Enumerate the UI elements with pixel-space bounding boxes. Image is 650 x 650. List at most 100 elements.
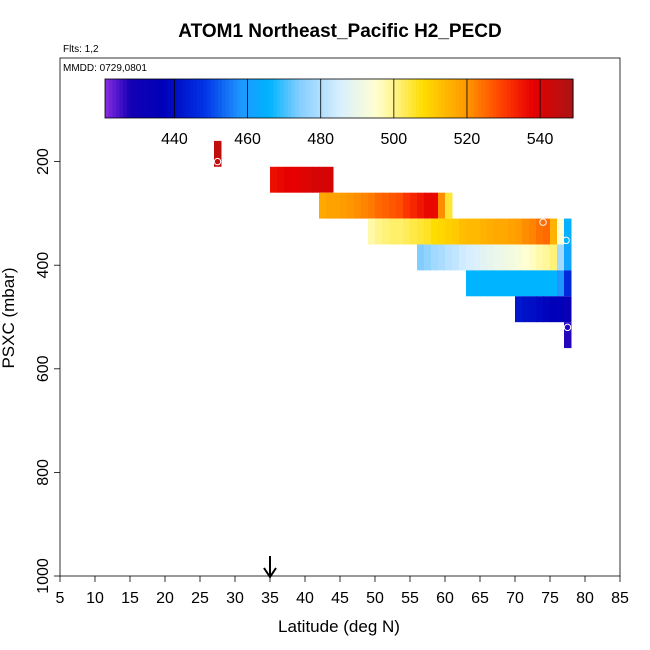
colorbar-tick-label: 440 xyxy=(161,131,188,148)
colorbar-segment xyxy=(503,79,508,118)
colorbar-segment xyxy=(551,79,556,118)
heatmap-cell xyxy=(550,296,558,323)
heatmap-cell xyxy=(508,270,516,297)
heatmap-cell xyxy=(564,270,572,297)
heatmap-cell xyxy=(522,218,530,245)
heatmap-cell xyxy=(557,244,565,271)
colorbar-segment xyxy=(532,79,538,118)
colorbar-tick-label: 460 xyxy=(234,131,261,148)
heatmap-cell xyxy=(214,140,222,167)
colorbar: 440 460 480 500 520 540 xyxy=(104,78,574,148)
heatmap-cells xyxy=(214,140,572,349)
colorbar-segment xyxy=(474,79,479,118)
colorbar-segment xyxy=(470,79,475,118)
heatmap-cell xyxy=(382,218,390,245)
heatmap-cell xyxy=(396,192,404,219)
colorbar-segment xyxy=(353,79,358,118)
heatmap-cell xyxy=(557,296,565,323)
colorbar-segment xyxy=(448,79,453,118)
data-markers xyxy=(213,157,572,332)
colorbar-segment xyxy=(419,79,424,118)
colorbar-segment xyxy=(569,79,574,118)
colorbar-segment xyxy=(510,79,516,118)
colorbar-segment xyxy=(243,79,249,118)
colorbar-tick-label: 540 xyxy=(527,131,554,148)
y-tick-label: 200 xyxy=(35,148,52,175)
heatmap-cell xyxy=(529,296,537,323)
x-tick-label: 25 xyxy=(191,590,209,607)
colorbar-segment xyxy=(302,79,307,118)
colorbar-segment xyxy=(108,79,113,118)
data-marker xyxy=(563,323,572,332)
colorbar-segment xyxy=(368,79,373,118)
heatmap-cell xyxy=(564,218,572,245)
colorbar-segment xyxy=(236,79,241,118)
heatmap-cell xyxy=(417,192,425,219)
heatmap-cell xyxy=(466,218,474,245)
heatmap-cell xyxy=(410,218,418,245)
colorbar-segment xyxy=(287,79,293,118)
colorbar-segment xyxy=(123,79,128,118)
colorbar-segment xyxy=(379,79,384,118)
colorbar-segment xyxy=(295,79,300,118)
colorbar-segment xyxy=(207,79,212,118)
colorbar-segment xyxy=(375,79,380,118)
colorbar-segment xyxy=(488,79,494,118)
heatmap-cell xyxy=(487,218,495,245)
colorbar-segment xyxy=(404,79,410,118)
colorbar-segment xyxy=(562,79,567,118)
heatmap-cell xyxy=(431,192,439,219)
x-tick-label: 40 xyxy=(296,590,314,607)
colorbar-segment xyxy=(496,79,501,118)
heatmap-cell xyxy=(361,192,369,219)
colorbar-segment xyxy=(185,79,190,118)
colorbar-segment xyxy=(324,79,329,118)
colorbar-segment xyxy=(262,79,267,118)
colorbar-segment xyxy=(466,79,472,118)
heatmap-cell xyxy=(508,244,516,271)
colorbar-segment xyxy=(393,79,399,118)
heatmap-cell xyxy=(347,192,355,219)
colorbar-segment xyxy=(306,79,311,118)
colorbar-segment xyxy=(115,79,121,118)
x-tick-label: 20 xyxy=(156,590,174,607)
colorbar-segment xyxy=(105,79,110,118)
heatmap-cell xyxy=(459,244,467,271)
colorbar-segment xyxy=(492,79,497,118)
colorbar-segment xyxy=(159,79,165,118)
colorbar-segment xyxy=(251,79,256,118)
heatmap-cell xyxy=(564,244,572,271)
heatmap-cell xyxy=(298,166,306,193)
colorbar-segment xyxy=(412,79,417,118)
colorbar-segment xyxy=(178,79,183,118)
colorbar-segment xyxy=(371,79,377,118)
heatmap-cell xyxy=(501,218,509,245)
heatmap-cell xyxy=(438,192,446,219)
heatmap-cell xyxy=(557,270,565,297)
heatmap-cell xyxy=(501,244,509,271)
heatmap-cell xyxy=(452,244,460,271)
colorbar-segment xyxy=(229,79,234,118)
colorbar-segment xyxy=(258,79,263,118)
heatmap-cell xyxy=(403,192,411,219)
heatmap-cell xyxy=(375,192,383,219)
colorbar-segment xyxy=(331,79,336,118)
colorbar-segment xyxy=(349,79,355,118)
y-axis-label: PSXC (mbar) xyxy=(0,267,18,368)
colorbar-tick-label: 520 xyxy=(454,131,481,148)
colorbar-segment xyxy=(382,79,388,118)
colorbar-segment xyxy=(463,79,468,118)
colorbar-segment xyxy=(200,79,205,118)
latitude-arrow xyxy=(263,556,277,579)
colorbar-segment xyxy=(525,79,530,118)
colorbar-segment xyxy=(335,79,340,118)
colorbar-segment xyxy=(445,79,450,118)
heatmap-cell xyxy=(438,244,446,271)
x-tick-label: 15 xyxy=(121,590,139,607)
heatmap-cell xyxy=(284,166,292,193)
colorbar-segment xyxy=(119,79,124,118)
colorbar-segment xyxy=(276,79,282,118)
heatmap-cell xyxy=(431,218,439,245)
colorbar-segment xyxy=(360,79,366,118)
